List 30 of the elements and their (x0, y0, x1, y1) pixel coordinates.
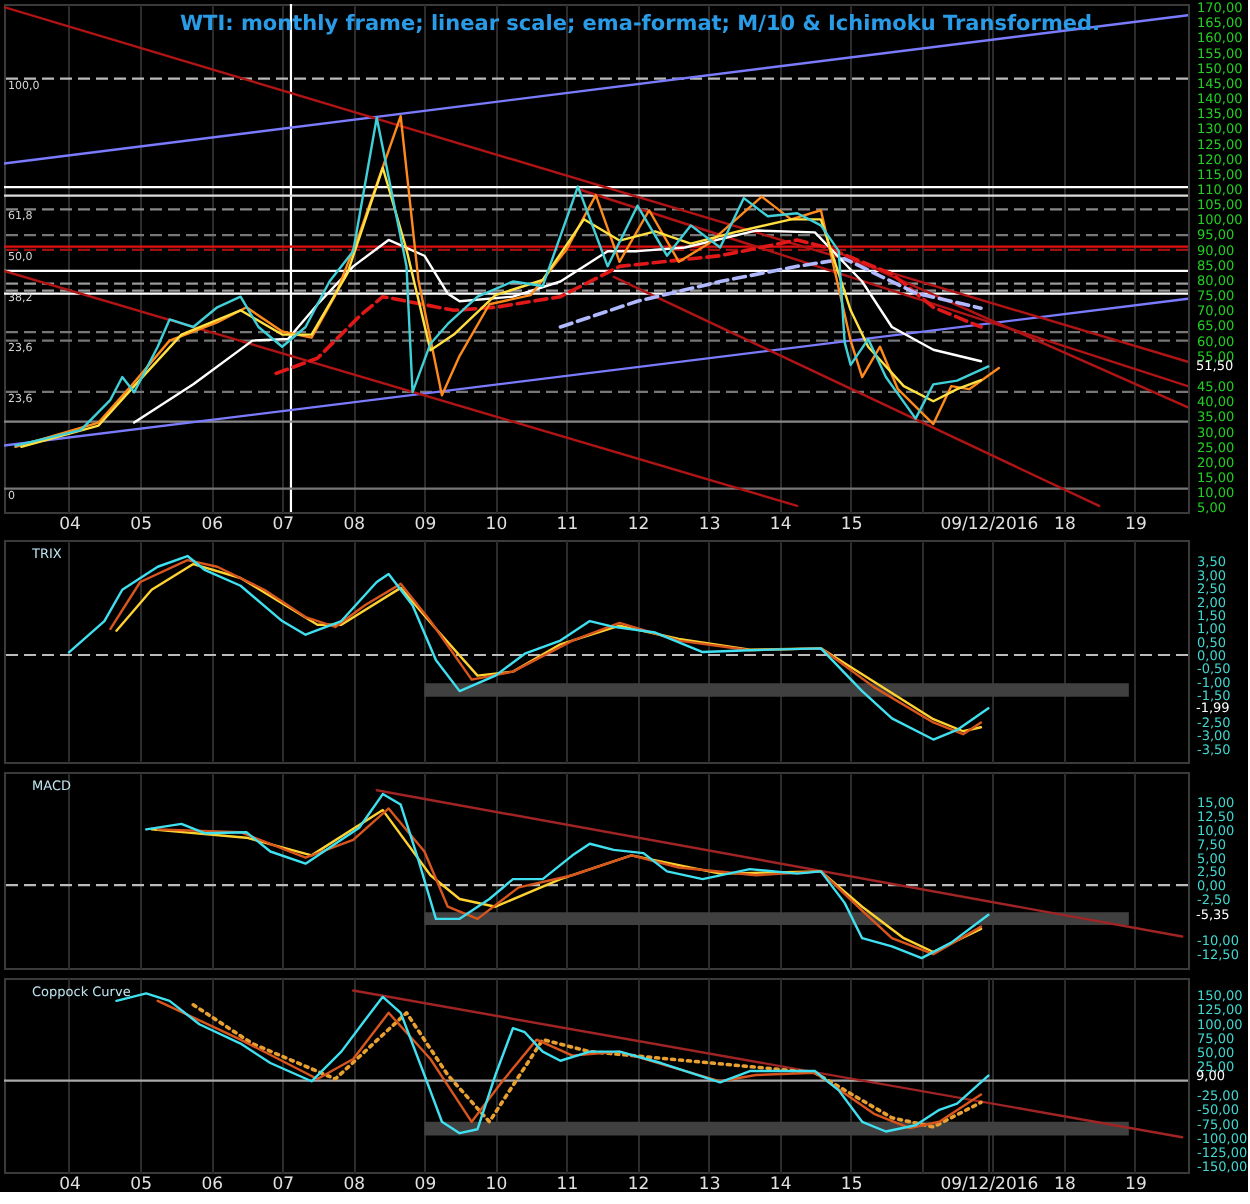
x-tick-label: 09 (414, 1175, 437, 1195)
x-tick-label: 14 (769, 515, 792, 535)
x-tick-label: 19 (1125, 515, 1147, 535)
x-tick-label: 14 (769, 1175, 792, 1195)
x-tick-label: 05 (130, 1175, 153, 1195)
x-tick-label: 06 (201, 515, 224, 535)
x-tick-label: 15 (840, 1175, 863, 1195)
x-tick-label: 18 (1054, 515, 1076, 535)
x-tick-label: 10 (485, 515, 508, 535)
x-tick-label: 09/12/2016 (940, 515, 1039, 535)
x-tick-label: 08 (343, 1175, 366, 1195)
x-tick-label: 12 (627, 515, 650, 535)
x-tick-label: 04 (59, 515, 81, 535)
x-tick-label: 12 (627, 1175, 650, 1195)
x-tick-label: 05 (130, 515, 153, 535)
x-tick-label: 19 (1125, 1175, 1147, 1195)
x-tick-label: 13 (698, 1175, 721, 1195)
x-tick-label: 10 (485, 1175, 508, 1195)
x-tick-label: 04 (59, 1175, 81, 1195)
x-tick-label: 07 (272, 515, 295, 535)
x-tick-label: 18 (1054, 1175, 1076, 1195)
x-tick-label: 07 (272, 1175, 295, 1195)
x-tick-label: 09/12/2016 (940, 1175, 1039, 1195)
x-tick-label: 06 (201, 1175, 224, 1195)
x-tick-label: 13 (698, 515, 721, 535)
x-tick-label: 11 (556, 515, 579, 535)
x-tick-label: 08 (343, 515, 366, 535)
x-tick-label: 11 (556, 1175, 579, 1195)
x-tick-label: 15 (840, 515, 863, 535)
x-tick-label: 09 (414, 515, 437, 535)
